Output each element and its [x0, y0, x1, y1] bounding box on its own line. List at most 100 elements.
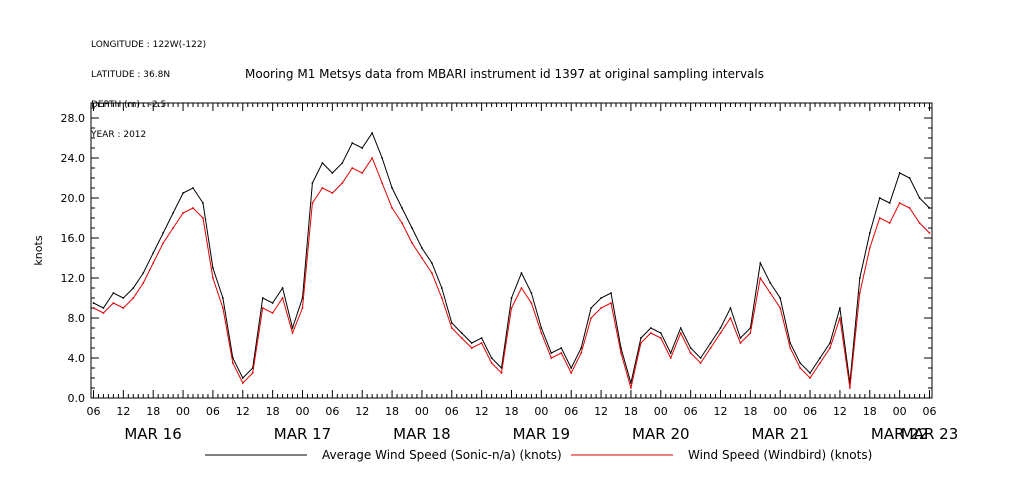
x-tick-label: 06	[923, 405, 937, 418]
x-tick-label: 12	[355, 405, 369, 418]
plot-frame	[90, 102, 933, 399]
data-point-sonic	[649, 327, 652, 329]
data-point-sonic	[540, 327, 543, 329]
data-point-windbird	[729, 317, 732, 319]
x-tick-label: 12	[236, 405, 250, 418]
data-point-sonic	[351, 142, 354, 144]
data-point-windbird	[540, 332, 543, 334]
data-point-sonic	[480, 337, 483, 339]
x-tick-label: 18	[505, 405, 519, 418]
data-point-sonic	[440, 287, 443, 289]
x-date-label: MAR 21	[751, 425, 808, 443]
data-point-sonic	[819, 357, 821, 359]
data-point-windbird	[281, 297, 284, 299]
data-point-windbird	[908, 207, 911, 209]
data-point-windbird	[331, 192, 334, 194]
data-point-windbird	[699, 362, 702, 364]
data-point-windbird	[530, 302, 533, 304]
x-tick-label: 12	[833, 405, 847, 418]
data-point-windbird	[490, 362, 493, 364]
data-point-windbird	[251, 372, 254, 374]
data-point-sonic	[132, 287, 135, 289]
data-point-windbird	[928, 232, 931, 234]
x-tick-label: 00	[773, 405, 787, 418]
data-point-sonic	[799, 362, 802, 364]
data-point-windbird	[888, 222, 891, 224]
data-point-windbird	[878, 217, 881, 219]
data-point-windbird	[381, 182, 384, 184]
data-point-sonic	[789, 342, 792, 344]
x-tick-label: 06	[445, 405, 459, 418]
data-point-sonic	[839, 307, 841, 309]
data-point-sonic	[550, 352, 553, 354]
data-point-windbird	[132, 297, 135, 299]
data-point-windbird	[152, 262, 155, 264]
y-tick-label: 28.0	[61, 112, 86, 125]
data-point-sonic	[221, 297, 224, 299]
x-tick-label: 00	[893, 405, 907, 418]
data-point-windbird	[580, 352, 583, 354]
data-point-windbird	[301, 307, 304, 309]
data-point-windbird	[450, 327, 453, 329]
data-point-sonic	[510, 297, 513, 299]
legend-label-windbird: Wind Speed (Windbird) (knots)	[688, 448, 872, 462]
data-point-windbird	[401, 222, 403, 224]
data-point-sonic	[122, 297, 125, 299]
data-point-windbird	[122, 307, 125, 309]
data-point-windbird	[689, 352, 692, 354]
x-tick-label: 12	[116, 405, 130, 418]
data-point-sonic	[192, 187, 194, 189]
data-point-sonic	[460, 332, 463, 334]
x-tick-label: 06	[803, 405, 817, 418]
data-point-windbird	[261, 307, 264, 309]
data-point-windbird	[590, 317, 593, 319]
data-point-windbird	[779, 307, 782, 309]
data-point-sonic	[450, 322, 453, 324]
data-point-sonic	[361, 147, 364, 149]
x-date-label: MAR 16	[124, 425, 181, 443]
data-point-sonic	[689, 347, 692, 349]
x-date-label: MAR 17	[274, 425, 331, 443]
data-point-windbird	[659, 337, 662, 339]
x-tick-label: 18	[385, 405, 399, 418]
depth-text: DEPTH (m) : -2.5	[91, 100, 167, 110]
data-point-windbird	[92, 307, 95, 309]
data-point-sonic	[600, 297, 602, 299]
data-point-sonic	[371, 132, 374, 134]
y-tick-label: 20.0	[61, 192, 86, 205]
x-tick-label: 18	[146, 405, 160, 418]
data-point-windbird	[868, 247, 871, 249]
data-point-sonic	[112, 292, 115, 294]
data-point-windbird	[639, 342, 642, 344]
data-point-windbird	[898, 202, 901, 204]
x-tick-label: 00	[295, 405, 309, 418]
data-point-windbird	[102, 312, 105, 314]
x-tick-label: 12	[475, 405, 489, 418]
data-point-windbird	[391, 207, 393, 209]
data-point-windbird	[212, 277, 214, 279]
x-date-label: MAR 23	[901, 425, 958, 443]
x-tick-label: 12	[714, 405, 728, 418]
data-point-sonic	[580, 347, 583, 349]
data-point-windbird	[520, 287, 523, 289]
data-point-windbird	[500, 372, 503, 374]
data-point-windbird	[858, 292, 861, 294]
legend-label-sonic: Average Wind Speed (Sonic-n/a) (knots)	[322, 448, 562, 462]
data-point-windbird	[470, 347, 473, 349]
data-point-sonic	[719, 327, 722, 329]
data-point-sonic	[759, 262, 762, 264]
longitude-text: LONGITUDE : 122W(-122)	[91, 40, 207, 50]
y-axis-label: knots	[32, 235, 45, 265]
data-point-sonic	[729, 307, 732, 309]
data-point-sonic	[709, 342, 712, 344]
data-point-sonic	[411, 227, 413, 229]
x-tick-label: 00	[654, 405, 668, 418]
series-line-windbird	[93, 156, 930, 389]
data-point-sonic	[381, 157, 384, 159]
data-point-windbird	[769, 292, 772, 294]
x-tick-label: 12	[594, 405, 608, 418]
data-point-windbird	[848, 387, 851, 389]
data-point-windbird	[829, 347, 831, 349]
x-tick-label: 06	[684, 405, 698, 418]
data-point-windbird	[620, 352, 622, 354]
